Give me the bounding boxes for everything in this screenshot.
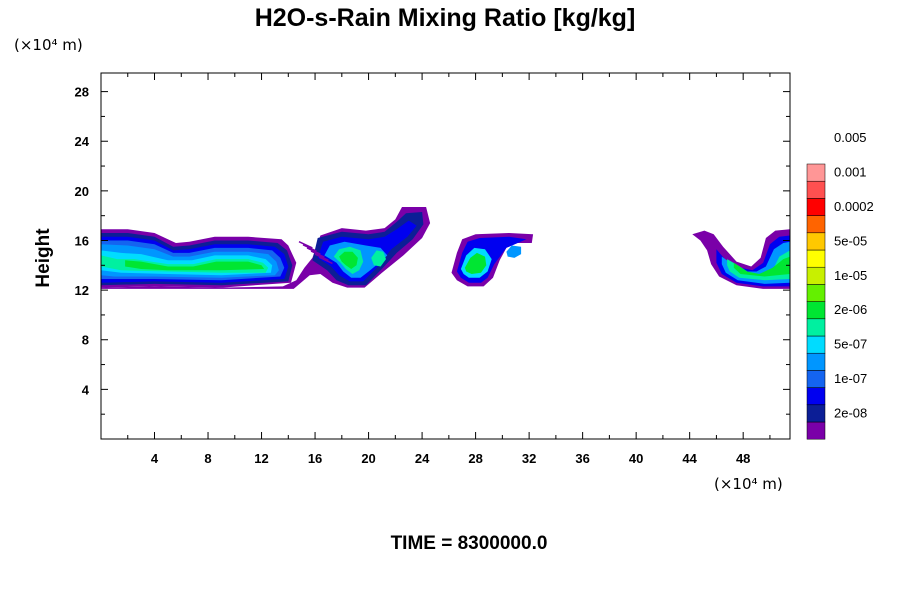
x-tick-label: 16 — [308, 451, 322, 466]
x-axis-unit: (×10⁴ m) — [714, 475, 783, 493]
y-tick-label: 8 — [82, 333, 89, 348]
legend: 2e-08 1e-07 5e-07 2e-06 1e-05 5e-05 0.0002 0.00… — [806, 130, 874, 440]
legend-label: 5e-05 — [834, 233, 867, 248]
x-tick-label: 48 — [736, 451, 750, 466]
legend-label: 0.0002 — [834, 199, 874, 214]
legend-swatch — [806, 215, 826, 234]
x-tick-label: 28 — [468, 451, 482, 466]
y-tick-label: 28 — [75, 85, 89, 100]
x-tick-label: 40 — [629, 451, 643, 466]
legend-swatch — [806, 335, 826, 354]
x-tick-label: 8 — [204, 451, 211, 466]
contour-level-green — [464, 252, 487, 274]
legend-label: 1e-05 — [834, 268, 867, 283]
legend-label: 2e-06 — [834, 302, 867, 317]
x-tick-label: 4 — [151, 451, 159, 466]
contour-level-green — [339, 251, 358, 269]
contour-streak — [310, 250, 325, 258]
legend-label: 0.001 — [834, 165, 867, 180]
contour-streak — [306, 247, 321, 255]
legend-swatch — [806, 284, 826, 302]
y-tick-label: 20 — [75, 184, 89, 199]
x-tick-label: 24 — [415, 451, 430, 466]
legend-swatch — [806, 318, 826, 337]
legend-swatch — [806, 301, 826, 320]
legend-swatch — [806, 249, 826, 268]
legend-swatch — [806, 370, 826, 388]
legend-swatch — [806, 232, 826, 251]
legend-label: 2e-08 — [834, 405, 867, 420]
legend-label: 0.005 — [834, 130, 867, 145]
legend-swatch — [806, 266, 826, 285]
contour-level-green — [733, 256, 790, 277]
y-axis-label: Height — [33, 228, 54, 288]
contour-level-green — [125, 260, 265, 271]
legend-swatch — [806, 387, 826, 406]
contour-streak — [298, 241, 313, 249]
y-tick-label: 24 — [75, 134, 90, 149]
x-tick-label: 12 — [254, 451, 268, 466]
contour-level-sky — [506, 245, 522, 258]
contour-level-teal — [371, 250, 386, 267]
y-tick-label: 4 — [82, 382, 90, 397]
legend-swatch — [806, 198, 826, 216]
legend-swatch — [806, 180, 826, 199]
legend-swatch — [806, 404, 826, 423]
x-tick-label: 36 — [575, 451, 589, 466]
legend-swatch — [806, 163, 826, 182]
contour-streak — [318, 256, 333, 265]
contour-streak — [314, 253, 329, 262]
y-axis-unit: (×10⁴ m) — [14, 36, 83, 54]
time-label: TIME = 8300000.0 — [391, 533, 548, 554]
y-tick-label: 16 — [75, 233, 89, 248]
legend-label: 5e-07 — [834, 337, 867, 352]
chart-title: H2O-s-Rain Mixing Ratio [kg/kg] — [255, 4, 636, 32]
legend-label: 1e-07 — [834, 371, 867, 386]
y-tick-label: 12 — [75, 283, 89, 298]
contour-streak — [302, 244, 317, 252]
x-tick-label: 20 — [361, 451, 375, 466]
legend-swatch — [806, 421, 826, 440]
legend-swatch — [806, 352, 826, 371]
plot-frame — [100, 72, 791, 440]
x-tick-label: 32 — [522, 451, 536, 466]
x-tick-label: 44 — [682, 451, 697, 466]
